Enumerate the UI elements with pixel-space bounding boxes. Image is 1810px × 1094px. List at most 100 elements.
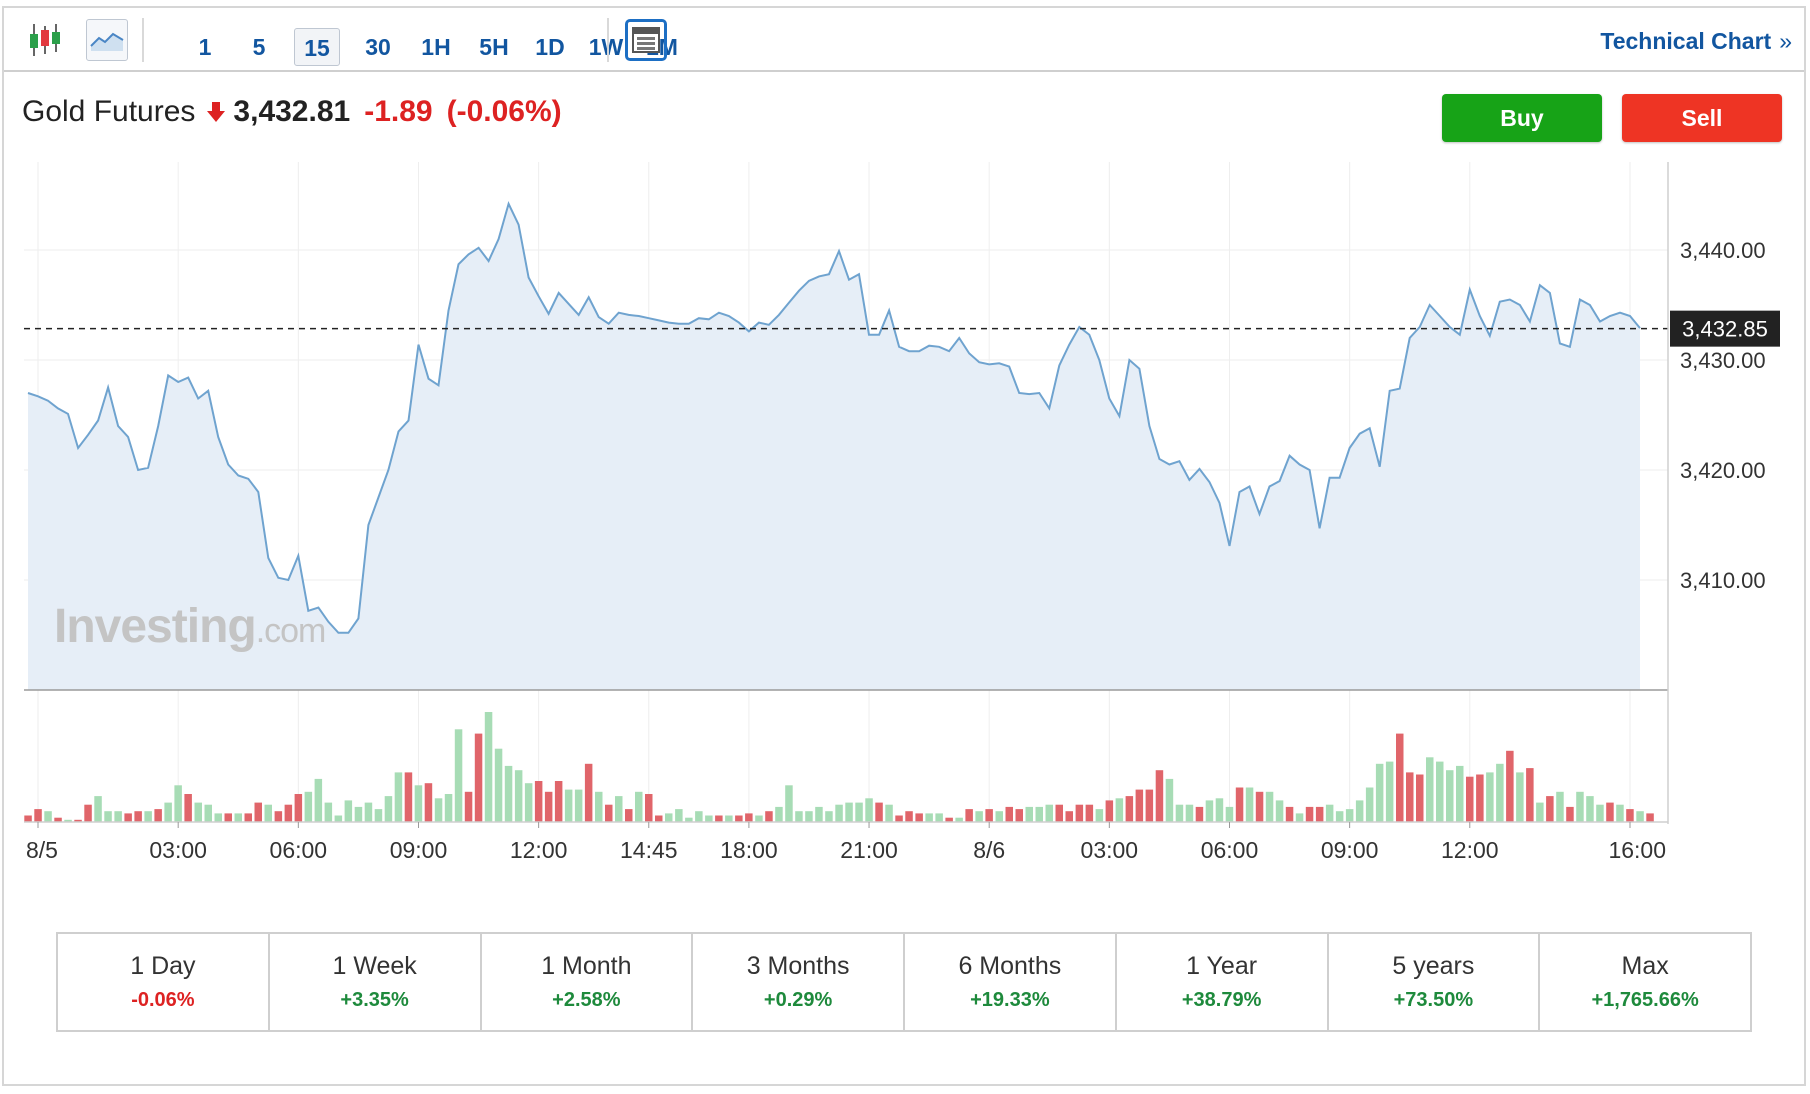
volume-bar (1446, 770, 1454, 822)
volume-bar (1396, 733, 1404, 822)
volume-bar (1215, 798, 1224, 822)
x-tick-label: 09:00 (1321, 837, 1379, 863)
volume-bar (374, 809, 383, 822)
volume-bar (825, 811, 833, 822)
volume-bar (895, 815, 903, 822)
volume-bar (1325, 804, 1334, 822)
period-1-week[interactable]: 1 Week +3.35% (270, 934, 482, 1030)
volume-bar (1506, 750, 1514, 822)
timeframe-5[interactable]: 5 (252, 34, 266, 60)
volume-bar (615, 796, 623, 822)
timeframe-1h[interactable]: 1H (421, 34, 451, 60)
volume-bar (454, 729, 463, 822)
double-chevron-right-icon: » (1779, 28, 1792, 54)
area-chart-icon[interactable] (86, 19, 128, 61)
volume-bar (1456, 765, 1464, 822)
x-tick-label: 16:00 (1608, 837, 1666, 863)
period-label: 5 years (1392, 952, 1475, 980)
volume-bar (1005, 806, 1013, 822)
candlestick-chart-icon[interactable] (24, 19, 66, 61)
timeframe-5h[interactable]: 5H (479, 34, 509, 60)
last-price: 3,432.81 (233, 95, 351, 128)
volume-bar (34, 809, 42, 822)
x-tick-label: 12:00 (510, 837, 568, 863)
volume-bar (84, 804, 92, 822)
timeframe-1w[interactable]: 1W (588, 34, 624, 60)
timeframe-15[interactable]: 15 (294, 28, 340, 66)
volume-bar (1646, 813, 1654, 822)
volume-bar (1225, 806, 1234, 822)
y-tick-label: 3,440.00 (1680, 238, 1766, 263)
volume-bar (1155, 770, 1164, 822)
period-change: +19.33% (970, 989, 1050, 1011)
volume-bar (244, 813, 252, 822)
price-chart[interactable]: Investing.com3,432.853,410.003,420.003,4… (0, 0, 1810, 920)
volume-bar (865, 798, 873, 822)
volume-bar (685, 817, 693, 822)
timeframe-30[interactable]: 30 (365, 34, 391, 60)
period-change: +1,765.66% (1591, 989, 1699, 1011)
volume-bar (1145, 789, 1154, 822)
volume-bar (164, 802, 172, 822)
volume-bar (1375, 763, 1384, 822)
volume-bar (755, 815, 763, 822)
volume-bar (1015, 809, 1023, 822)
layout-icon[interactable] (625, 19, 667, 61)
volume-bar (945, 817, 953, 822)
volume-bar (745, 813, 753, 822)
period-label: 3 Months (746, 952, 850, 980)
period-max[interactable]: Max +1,765.66% (1540, 934, 1750, 1030)
volume-bar (815, 806, 823, 822)
current-price-tag (1670, 310, 1780, 347)
volume-bar (464, 791, 473, 822)
x-tick-label: 03:00 (149, 837, 207, 863)
volume-bar (605, 804, 613, 822)
volume-bar (104, 811, 112, 822)
period-3-months[interactable]: 3 Months +0.29% (693, 934, 905, 1030)
timeframe-1d[interactable]: 1D (535, 34, 565, 60)
period-6-months[interactable]: 6 Months +19.33% (905, 934, 1117, 1030)
volume-bar (414, 785, 423, 822)
arrow-down-icon (207, 102, 226, 122)
volume-bar (124, 813, 132, 822)
volume-bar (985, 809, 993, 822)
volume-bar (1305, 806, 1314, 822)
volume-bar (835, 804, 843, 822)
period-1-year[interactable]: 1 Year +38.79% (1117, 934, 1329, 1030)
period-label: 1 Month (541, 952, 632, 980)
volume-bar (1075, 804, 1084, 822)
volume-bar (785, 785, 793, 822)
volume-bar (1025, 806, 1033, 822)
buy-button[interactable]: Buy (1442, 94, 1602, 142)
volume-bar (1095, 809, 1104, 822)
volume-bar (1426, 757, 1434, 822)
volume-bar (264, 804, 272, 822)
volume-bar (625, 809, 633, 822)
timeframe-1[interactable]: 1 (198, 34, 212, 60)
performance-periods: 1 Day -0.06% 1 Week +3.35% 1 Month +2.58% 3 Mo… (56, 932, 1752, 1032)
volume-bar (194, 802, 202, 822)
volume-bar (1636, 811, 1644, 822)
x-tick-label: 03:00 (1081, 837, 1139, 863)
volume-bar (1055, 804, 1063, 822)
y-tick-label: 3,410.00 (1680, 568, 1766, 593)
period-1-day[interactable]: 1 Day -0.06% (58, 934, 270, 1030)
volume-bar (1035, 806, 1043, 822)
volume-bar (905, 811, 913, 822)
volume-bar (775, 806, 783, 822)
volume-bar (885, 804, 893, 822)
period-1-month[interactable]: 1 Month +2.58% (482, 934, 694, 1030)
period-change: +0.29% (763, 989, 833, 1011)
technical-chart-link[interactable]: Technical Chart » (1600, 28, 1792, 55)
x-tick-label: 8/6 (973, 837, 1005, 863)
period-5-years[interactable]: 5 years +73.50% (1329, 934, 1541, 1030)
sell-button[interactable]: Sell (1622, 94, 1782, 142)
volume-bar (975, 811, 983, 822)
volume-bar (1335, 811, 1344, 822)
volume-bar (995, 811, 1003, 822)
volume-bar (484, 712, 493, 822)
volume-bar (64, 819, 72, 822)
volume-bar (855, 802, 863, 822)
volume-bar (144, 811, 152, 822)
volume-bar (925, 813, 933, 822)
